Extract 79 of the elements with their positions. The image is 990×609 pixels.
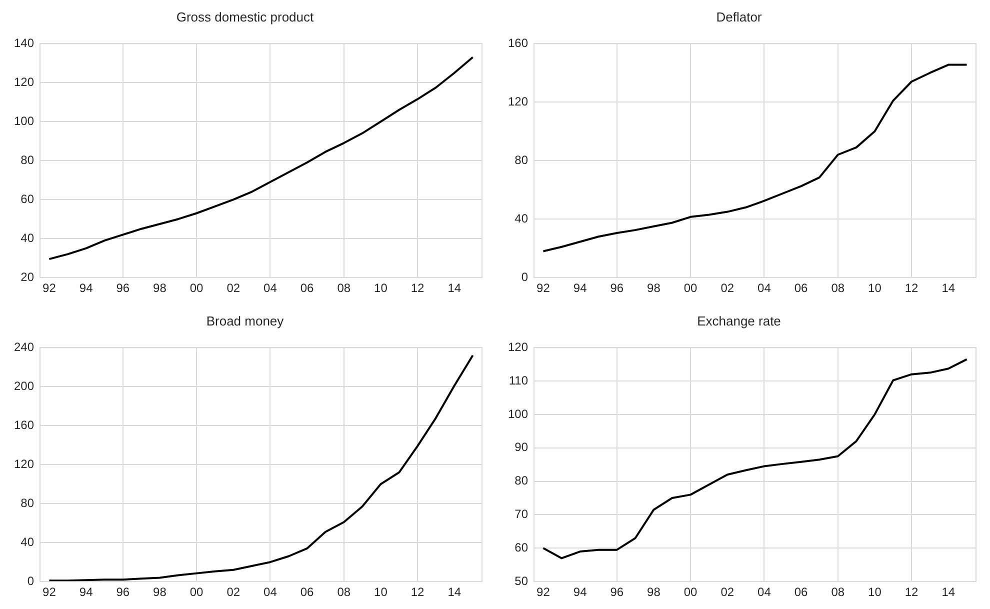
chart-title: Exchange rate [697, 313, 781, 328]
x-tick-label: 06 [794, 281, 808, 296]
x-tick-label: 94 [79, 585, 94, 600]
x-tick-label: 12 [410, 585, 425, 600]
y-tick-label: 70 [514, 507, 528, 522]
x-tick-label: 98 [153, 585, 167, 600]
x-tick-label: 94 [573, 585, 588, 600]
y-tick-label: 90 [514, 440, 528, 454]
x-tick-label: 00 [684, 281, 698, 296]
x-tick-label: 92 [42, 281, 56, 296]
x-tick-label: 10 [374, 281, 388, 296]
chart-title: Gross domestic product [176, 9, 314, 24]
x-tick-label: 96 [116, 281, 130, 296]
y-tick-label: 40 [20, 534, 34, 549]
y-tick-label: 40 [20, 230, 34, 245]
x-tick-label: 04 [758, 281, 772, 296]
x-tick-label: 92 [536, 281, 550, 296]
x-tick-label: 98 [647, 585, 661, 600]
x-tick-label: 02 [226, 585, 240, 600]
y-tick-label: 240 [14, 340, 34, 354]
x-tick-label: 08 [831, 281, 845, 296]
y-tick-label: 0 [521, 270, 528, 284]
x-tick-label: 00 [190, 585, 204, 600]
x-tick-label: 96 [610, 585, 624, 600]
x-tick-label: 04 [264, 281, 278, 296]
y-tick-label: 80 [514, 152, 528, 167]
y-tick-label: 60 [20, 192, 34, 206]
y-tick-label: 50 [514, 574, 528, 588]
x-tick-label: 00 [684, 585, 698, 600]
y-tick-label: 120 [14, 74, 34, 89]
x-tick-label: 14 [942, 585, 956, 600]
x-tick-label: 96 [610, 281, 624, 296]
x-tick-label: 92 [536, 585, 550, 600]
y-tick-label: 120 [508, 94, 528, 108]
x-tick-label: 08 [831, 585, 845, 600]
x-tick-label: 06 [794, 585, 808, 600]
y-tick-label: 200 [14, 378, 34, 393]
x-tick-label: 98 [647, 281, 661, 296]
x-tick-label: 94 [573, 281, 588, 296]
x-tick-label: 14 [942, 281, 956, 296]
y-tick-label: 120 [508, 340, 528, 354]
x-tick-label: 12 [410, 281, 425, 296]
x-tick-label: 06 [300, 281, 314, 296]
y-tick-label: 100 [14, 114, 34, 128]
x-tick-label: 94 [79, 281, 94, 296]
y-tick-label: 40 [514, 211, 528, 226]
chart-title: Broad money [206, 313, 284, 328]
y-tick-label: 0 [27, 574, 34, 588]
y-tick-label: 160 [508, 36, 528, 50]
x-tick-label: 08 [337, 281, 351, 296]
y-tick-label: 80 [20, 152, 34, 167]
x-tick-label: 14 [448, 281, 462, 296]
x-tick-label: 04 [758, 585, 772, 600]
x-tick-label: 02 [720, 281, 734, 296]
x-tick-label: 02 [720, 585, 734, 600]
y-tick-label: 110 [508, 373, 528, 388]
x-tick-label: 10 [374, 585, 388, 600]
x-tick-label: 04 [264, 585, 278, 600]
x-tick-label: 00 [190, 281, 204, 296]
x-tick-label: 12 [904, 281, 919, 296]
y-tick-label: 140 [14, 36, 34, 50]
chart-title: Deflator [716, 9, 762, 24]
y-tick-label: 20 [20, 270, 34, 284]
x-tick-label: 98 [153, 281, 167, 296]
y-tick-label: 60 [514, 540, 528, 554]
x-tick-label: 10 [868, 585, 882, 600]
x-tick-label: 14 [448, 585, 462, 600]
x-tick-label: 12 [904, 585, 919, 600]
x-tick-label: 02 [226, 281, 240, 296]
x-tick-label: 06 [300, 585, 314, 600]
x-tick-label: 92 [42, 585, 56, 600]
x-tick-label: 08 [337, 585, 351, 600]
y-tick-label: 80 [20, 496, 34, 510]
y-tick-label: 80 [514, 474, 528, 488]
y-tick-label: 120 [14, 456, 34, 471]
y-tick-label: 160 [14, 418, 34, 432]
x-tick-label: 96 [116, 585, 130, 600]
x-tick-label: 10 [868, 281, 882, 296]
y-tick-label: 100 [508, 406, 528, 421]
